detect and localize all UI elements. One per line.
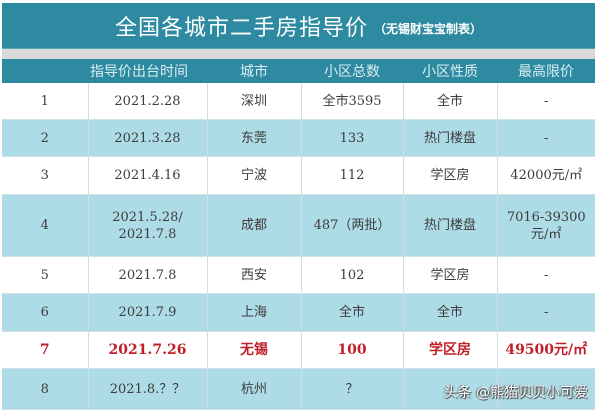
cell-type: 学区房 xyxy=(403,256,498,294)
cell-price: - xyxy=(497,83,595,120)
page-title: 全国各城市二手房指导价 xyxy=(114,15,368,41)
cell-price: - xyxy=(497,256,595,294)
header-index xyxy=(2,59,88,83)
cell-type: 热门楼盘 xyxy=(403,119,498,157)
cell-price: - xyxy=(497,293,595,332)
header-count: 小区总数 xyxy=(301,59,403,83)
guide-price-sheet: 全国各城市二手房指导价 （无锡财宝宝制表） 指导价出台时间 城市 小区总数 小区… xyxy=(2,3,595,410)
cell-count: 全市 xyxy=(301,293,404,332)
cell-price: 49500元/㎡ xyxy=(497,331,595,369)
cell-city: 东莞 xyxy=(207,119,302,157)
header-city: 城市 xyxy=(207,59,301,83)
cell-type: 全市 xyxy=(403,293,498,332)
table-header-row: 指导价出台时间 城市 小区总数 小区性质 最高限价 xyxy=(2,59,595,83)
table-row-highlighted: 7 2021.7.26 无锡 100 学区房 49500元/㎡ xyxy=(2,331,595,369)
header-date: 指导价出台时间 xyxy=(88,59,207,83)
title-bar: 全国各城市二手房指导价 （无锡财宝宝制表） xyxy=(2,3,595,49)
cell-price: 42000元/㎡ xyxy=(497,156,595,195)
cell-type: 全市 xyxy=(403,83,498,120)
table-row: 8 2021.8.？？ 杭州 ？ xyxy=(2,368,595,410)
cell-type: 学区房 xyxy=(403,331,498,369)
cell-city: 无锡 xyxy=(207,331,302,369)
cell-type: 热门楼盘 xyxy=(403,194,498,257)
table-row: 2 2021.3.28 东莞 133 热门楼盘 - xyxy=(2,119,595,157)
cell-count: 112 xyxy=(301,156,404,195)
cell-price-line2: 元/㎡ xyxy=(531,226,562,242)
cell-price xyxy=(497,368,595,410)
cell-price-line1: 7016-39300 xyxy=(506,209,586,225)
watermark: 头条 @熊猫贝贝小可爱 xyxy=(443,385,588,401)
cell-index: 4 xyxy=(2,194,89,257)
cell-city: 深圳 xyxy=(207,83,302,120)
table-row: 1 2021.2.28 深圳 全市3595 全市 - xyxy=(2,83,595,120)
cell-count: 100 xyxy=(301,331,404,369)
cell-date: 2021.2.28 xyxy=(88,83,208,120)
cell-city: 上海 xyxy=(207,293,302,332)
cell-count: 133 xyxy=(301,119,404,157)
cell-city: 杭州 xyxy=(207,368,302,410)
cell-type: 学区房 xyxy=(403,156,498,195)
cell-date: 2021.7.9 xyxy=(88,293,208,332)
cell-index: 5 xyxy=(2,256,89,294)
cell-price: 7016-39300 元/㎡ xyxy=(497,194,595,257)
cell-price: - xyxy=(497,119,595,157)
cell-type xyxy=(403,368,498,410)
city-price-table: 指导价出台时间 城市 小区总数 小区性质 最高限价 1 2021.2.28 深圳… xyxy=(2,59,595,410)
header-type: 小区性质 xyxy=(403,59,497,83)
page-margin xyxy=(595,0,600,410)
cell-index: 7 xyxy=(2,331,89,369)
header-price: 最高限价 xyxy=(497,59,595,83)
table-row: 4 2021.5.28/ 2021.7.8 成都 487（两批） 热门楼盘 70… xyxy=(2,194,595,257)
cell-date: 2021.3.28 xyxy=(88,119,208,157)
cell-count: 全市3595 xyxy=(301,83,404,120)
cell-date: 2021.4.16 xyxy=(88,156,208,195)
cell-date: 2021.7.8 xyxy=(88,256,208,294)
cell-index: 2 xyxy=(2,119,89,157)
cell-index: 1 xyxy=(2,83,89,120)
page-subtitle: （无锡财宝宝制表） xyxy=(374,22,483,36)
table-row: 3 2021.4.16 宁波 112 学区房 42000元/㎡ xyxy=(2,156,595,195)
cell-count: 487（两批） xyxy=(301,194,404,257)
cell-index: 8 xyxy=(2,368,89,410)
cell-date: 2021.7.26 xyxy=(88,331,208,369)
divider-strip xyxy=(2,49,595,59)
cell-index: 3 xyxy=(2,156,89,195)
cell-date: 2021.5.28/ 2021.7.8 xyxy=(88,194,208,257)
cell-date-line2: 2021.7.8 xyxy=(118,226,177,242)
cell-date-line1: 2021.5.28/ xyxy=(112,209,183,225)
table-row: 6 2021.7.9 上海 全市 全市 - xyxy=(2,293,595,332)
cell-count: 102 xyxy=(301,256,404,294)
cell-date: 2021.8.？？ xyxy=(88,368,208,410)
cell-city: 西安 xyxy=(207,256,302,294)
cell-count: ？ xyxy=(301,368,404,410)
cell-index: 6 xyxy=(2,293,89,332)
table-row: 5 2021.7.8 西安 102 学区房 - xyxy=(2,256,595,294)
cell-city: 宁波 xyxy=(207,156,302,195)
cell-city: 成都 xyxy=(207,194,302,257)
